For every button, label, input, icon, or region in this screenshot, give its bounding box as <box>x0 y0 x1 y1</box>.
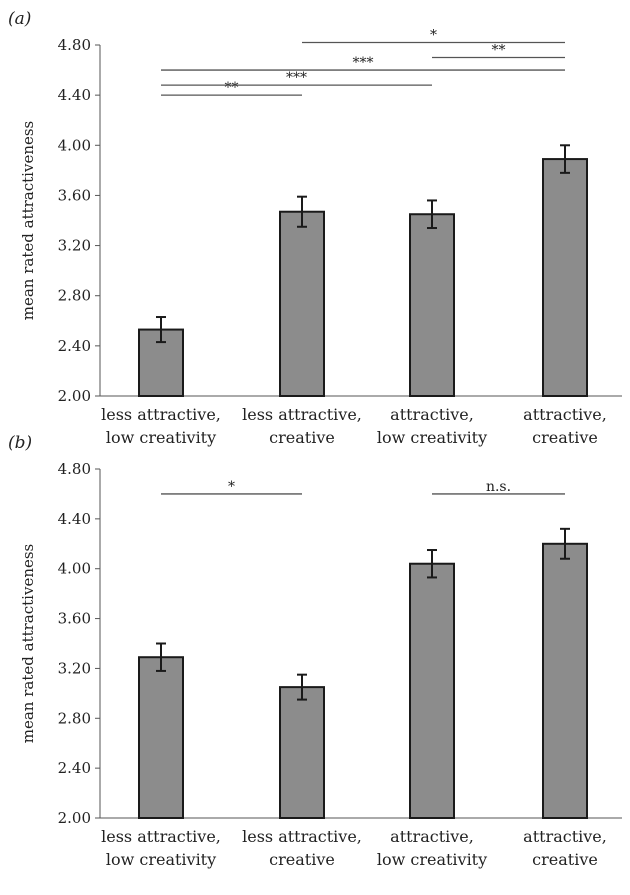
bar <box>542 158 588 397</box>
y-tick-label: 2.00 <box>58 387 91 405</box>
y-tick-label: 4.40 <box>58 510 91 528</box>
x-tick-label: creative <box>269 428 335 447</box>
y-axis-title: mean rated attractiveness <box>19 544 37 743</box>
bar <box>542 542 588 819</box>
y-tick-label: 3.60 <box>58 186 91 204</box>
bar <box>409 562 455 819</box>
significance-label: *** <box>286 70 307 86</box>
x-tick-label: low creativity <box>377 850 487 869</box>
x-tick-label: creative <box>269 850 335 869</box>
panel-b: (b) mean rated attractiveness 2.00 2.40 2.80… <box>8 433 622 869</box>
significance-label: ** <box>225 80 239 96</box>
x-tick-label: low creativity <box>106 850 216 869</box>
y-tick-label: 2.80 <box>58 709 91 727</box>
y-tick-label: 4.00 <box>58 136 91 154</box>
x-tick-label: creative <box>532 850 598 869</box>
significance-label: ** <box>492 43 506 59</box>
x-tick-label: attractive, <box>390 405 474 424</box>
bar <box>279 686 325 819</box>
x-tick-label: attractive, <box>523 405 607 424</box>
x-tick-label: creative <box>532 428 598 447</box>
x-tick-label: attractive, <box>390 827 474 846</box>
significance-label: n.s. <box>486 479 511 495</box>
y-tick-label: 4.80 <box>58 460 91 478</box>
bar <box>138 656 184 819</box>
y-tick-label: 2.40 <box>58 337 91 355</box>
x-tick-label: less attractive, <box>242 405 362 424</box>
x-tick-label: low creativity <box>377 428 487 447</box>
y-axis-title: mean rated attractiveness <box>19 121 37 320</box>
significance-label: * <box>228 479 235 495</box>
x-tick-label: attractive, <box>523 827 607 846</box>
x-tick-label: less attractive, <box>101 405 221 424</box>
significance-label: *** <box>353 55 374 71</box>
panel-label: (a) <box>8 9 31 29</box>
panel-label: (b) <box>8 433 32 453</box>
y-tick-label: 2.40 <box>58 759 91 777</box>
bar <box>409 213 455 397</box>
y-tick-label: 4.00 <box>58 560 91 578</box>
y-tick-label: 3.20 <box>58 237 91 255</box>
x-tick-label: low creativity <box>106 428 216 447</box>
y-tick-label: 2.00 <box>58 809 91 827</box>
significance-label: * <box>430 27 437 43</box>
y-tick-label: 2.80 <box>58 287 91 305</box>
y-tick-label: 4.80 <box>58 36 91 54</box>
panel-a: (a) mean rated attractiveness 2.00 2.40 2.80… <box>8 9 622 447</box>
y-tick-label: 3.20 <box>58 659 91 677</box>
x-tick-label: less attractive, <box>242 827 362 846</box>
y-tick-label: 4.40 <box>58 86 91 104</box>
y-tick-label: 3.60 <box>58 610 91 628</box>
x-tick-label: less attractive, <box>101 827 221 846</box>
bar <box>279 210 325 397</box>
